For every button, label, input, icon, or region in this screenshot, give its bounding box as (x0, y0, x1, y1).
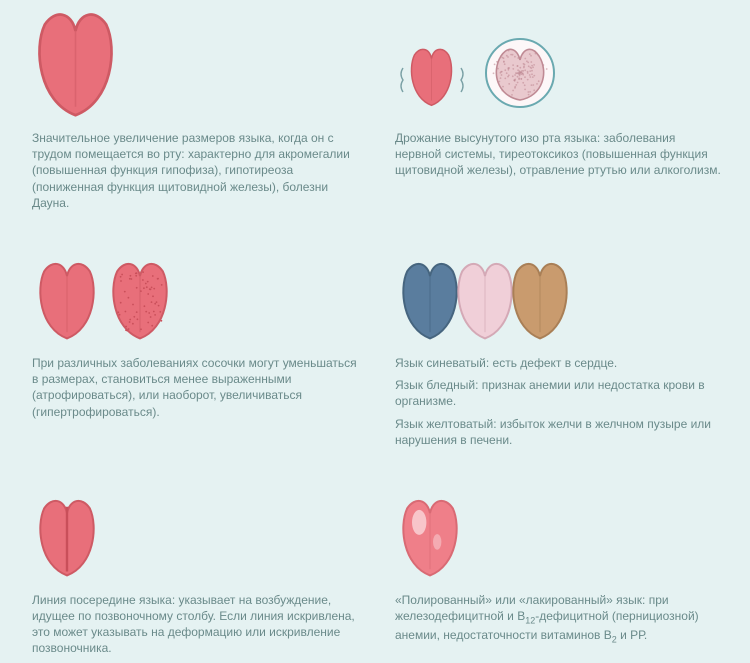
polished-paragraph: «Полированный» или «лакированный» язык: … (395, 592, 725, 645)
papillae-paragraph: При различных заболеваниях сосочки могут… (32, 355, 362, 420)
enlarged-paragraph: Значительное увеличение размеров языка, … (32, 130, 362, 211)
trembling-text: Дрожание высунутого изо рта языка: забол… (395, 130, 725, 185)
cell-enlarged: Значительное увеличение размеров языка, … (32, 10, 365, 217)
midline-illustration (32, 472, 365, 582)
trembling-illustration (395, 10, 728, 120)
midline-text: Линия посередине языка: указывает на воз… (32, 592, 362, 663)
cell-colors: Язык синеватый: есть дефект в сердце. Язы… (395, 235, 728, 454)
cell-polished: «Полированный» или «лакированный» язык: … (395, 472, 728, 663)
cell-papillae: При различных заболеваниях сосочки могут… (32, 235, 365, 454)
colors-paragraph: Язык синеватый: есть дефект в сердце. (395, 355, 725, 371)
colors-illustration (395, 235, 728, 345)
papillae-illustration (32, 235, 365, 345)
cell-trembling: Дрожание высунутого изо рта языка: забол… (395, 10, 728, 217)
colors-paragraph: Язык желтоватый: избыток желчи в желчном… (395, 416, 725, 448)
colors-text: Язык синеватый: есть дефект в сердце. Язы… (395, 355, 725, 454)
trembling-paragraph: Дрожание высунутого изо рта языка: забол… (395, 130, 725, 179)
enlarged-text: Значительное увеличение размеров языка, … (32, 130, 362, 217)
papillae-text: При различных заболеваниях сосочки могут… (32, 355, 362, 426)
cell-midline: Линия посередине языка: указывает на воз… (32, 472, 365, 663)
midline-paragraph: Линия посередине языка: указывает на воз… (32, 592, 362, 657)
polished-illustration (395, 472, 728, 582)
colors-paragraph: Язык бледный: признак анемии или недоста… (395, 377, 725, 409)
enlarged-illustration (32, 10, 365, 120)
polished-text: «Полированный» или «лакированный» язык: … (395, 592, 725, 651)
